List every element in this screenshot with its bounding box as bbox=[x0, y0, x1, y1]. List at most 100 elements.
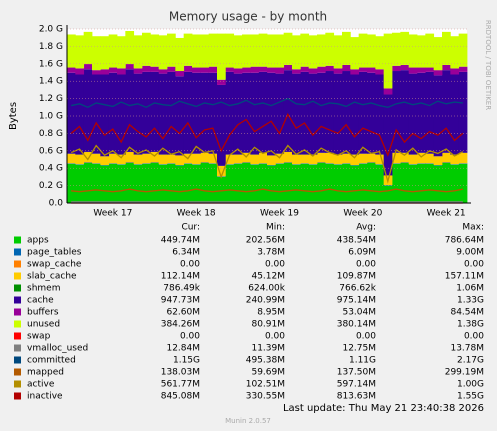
area-segment bbox=[417, 72, 426, 153]
area-segment bbox=[342, 163, 351, 203]
area-segment bbox=[433, 75, 443, 157]
area-segment bbox=[267, 165, 276, 166]
legend-value: 438.54M bbox=[337, 236, 376, 246]
legend-value: 109.87M bbox=[337, 272, 376, 282]
legend-value: 0.00 bbox=[265, 260, 285, 270]
area-segment bbox=[417, 163, 426, 164]
area-segment bbox=[258, 163, 268, 164]
area-segment bbox=[267, 155, 276, 166]
area-segment bbox=[275, 163, 285, 203]
area-segment bbox=[350, 165, 360, 166]
y-tick-label: 1.0 G bbox=[39, 112, 63, 122]
x-tick-label: Week 21 bbox=[427, 209, 466, 219]
legend-value: 2.17G bbox=[457, 356, 484, 366]
area-segment bbox=[350, 154, 360, 166]
area-segment bbox=[283, 70, 293, 152]
area-segment bbox=[167, 163, 176, 203]
legend-value: 1.00G bbox=[457, 380, 484, 390]
legend-swatch bbox=[14, 308, 21, 316]
legend-value: 240.99M bbox=[246, 296, 285, 306]
area-segment bbox=[192, 34, 201, 68]
area-segment bbox=[400, 64, 410, 71]
legend-value: 62.60M bbox=[166, 308, 200, 318]
area-segment bbox=[250, 72, 260, 155]
area-segment bbox=[242, 162, 251, 203]
area-segment bbox=[258, 66, 268, 72]
area-segment bbox=[233, 163, 243, 164]
legend-label: buffers bbox=[27, 308, 59, 318]
area-segment bbox=[383, 185, 393, 203]
legend-value: 6.09M bbox=[348, 248, 376, 258]
area-segment bbox=[158, 73, 168, 155]
area-segment bbox=[217, 33, 226, 80]
area-segment bbox=[225, 71, 235, 155]
area-segment bbox=[400, 162, 410, 163]
area-segment bbox=[258, 163, 268, 203]
legend-swatch bbox=[14, 296, 21, 304]
legend-swatch bbox=[14, 260, 21, 268]
area-segment bbox=[67, 34, 76, 68]
legend: Cur: Min: Avg: Max: apps 449.74M 202.56M 438.54… bbox=[14, 223, 484, 402]
area-segment bbox=[383, 185, 393, 186]
area-segment bbox=[108, 67, 118, 73]
legend-value: 9.00M bbox=[456, 248, 484, 258]
legend-swatch bbox=[14, 236, 21, 244]
area-segment bbox=[392, 65, 401, 72]
area-segment bbox=[350, 69, 360, 75]
legend-swatch bbox=[14, 380, 21, 388]
area-segment bbox=[175, 165, 185, 166]
y-tick-label: 1.4 G bbox=[39, 77, 63, 87]
legend-value: 0.00 bbox=[464, 332, 484, 342]
area-segment bbox=[342, 163, 351, 164]
area-segment bbox=[308, 154, 318, 165]
area-segment bbox=[225, 33, 235, 68]
area-segment bbox=[433, 156, 443, 166]
area-segment bbox=[200, 67, 210, 73]
area-segment bbox=[400, 152, 410, 163]
area-segment bbox=[308, 35, 318, 69]
area-segment bbox=[325, 65, 335, 72]
area-segment bbox=[367, 67, 376, 73]
area-segment bbox=[425, 67, 435, 72]
area-segment bbox=[233, 35, 243, 69]
area-segment bbox=[325, 152, 335, 164]
area-segment bbox=[200, 152, 210, 163]
area-segment bbox=[208, 72, 218, 154]
area-segment bbox=[208, 163, 218, 203]
area-segment bbox=[117, 68, 126, 75]
area-segment bbox=[200, 162, 210, 203]
area-segment bbox=[275, 67, 285, 74]
area-segment bbox=[208, 33, 218, 67]
area-segment bbox=[167, 71, 176, 155]
area-segment bbox=[125, 31, 135, 65]
legend-value: 202.56M bbox=[246, 236, 285, 246]
area-segment bbox=[392, 152, 401, 164]
area-segment bbox=[425, 33, 435, 68]
area-segment bbox=[250, 66, 260, 73]
area-segment bbox=[67, 163, 76, 203]
area-segment bbox=[133, 164, 143, 165]
legend-value: 380.14M bbox=[337, 320, 376, 330]
legend-label: apps bbox=[27, 236, 49, 246]
area-segment bbox=[83, 162, 93, 163]
legend-value: 12.75M bbox=[342, 344, 376, 354]
area-segment bbox=[208, 66, 218, 73]
area-segment bbox=[433, 165, 443, 166]
area-segment bbox=[342, 31, 351, 65]
area-segment bbox=[92, 163, 101, 164]
legend-column-header: Cur: bbox=[181, 223, 200, 233]
area-segment bbox=[250, 164, 260, 203]
area-segment bbox=[283, 162, 293, 203]
area-segment bbox=[275, 73, 285, 154]
area-segment bbox=[267, 34, 276, 68]
legend-swatch bbox=[14, 332, 21, 340]
legend-value: 11.39M bbox=[251, 344, 285, 354]
area-segment bbox=[333, 68, 343, 74]
area-segment bbox=[208, 153, 218, 164]
legend-value: 157.11M bbox=[445, 272, 484, 282]
area-segment bbox=[292, 35, 301, 70]
plot: 0.0 0.2 G 0.4 G 0.6 G 0.8 G 1.0 G 1.2 G 1.4 G 1.… bbox=[39, 25, 471, 219]
area-segment bbox=[158, 154, 168, 165]
